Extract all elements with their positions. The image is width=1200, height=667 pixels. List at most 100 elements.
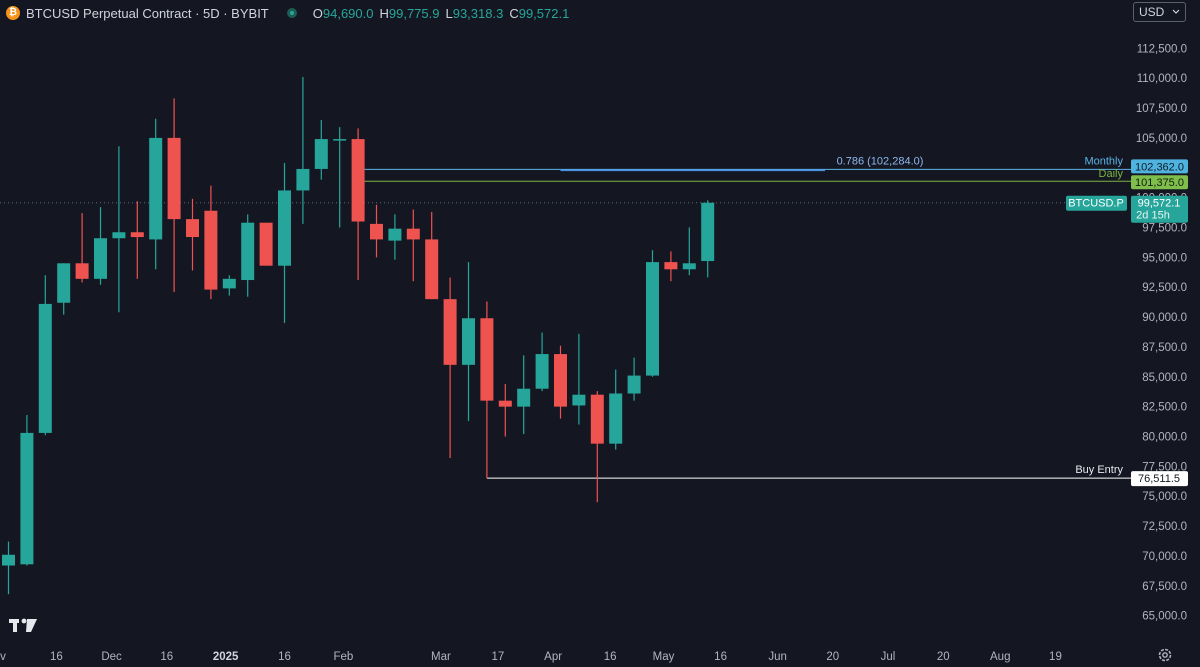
candle-body [333,139,347,141]
ohlc-low-key: L [445,5,453,21]
last-price-tag: 99,572.1 [1138,198,1181,210]
y-tick-label: 87,500.0 [1142,342,1187,354]
x-tick-label: 16 [278,651,291,663]
candle-body [646,262,659,376]
daily-level-label: Daily [1099,168,1124,180]
candle-body [314,139,328,169]
candle-body [186,219,199,238]
symbol-tag-bg [1066,195,1127,211]
symbol-tag: BTCUSD.P [1068,198,1124,210]
ohlc-close-value: 99,572.1 [518,5,570,21]
y-tick-label: 80,000.0 [1142,432,1187,444]
candle-body [259,222,273,266]
candle-body [241,222,255,281]
candle-body [406,228,420,240]
candle-body [517,388,531,407]
bitcoin-logo-icon: ₿ [6,6,20,20]
y-tick-label: 70,000.0 [1142,551,1187,563]
candle-body [682,263,696,270]
y-tick-label: 82,500.0 [1142,402,1187,414]
candle-body [572,394,586,406]
x-tick-label: Nov [0,651,6,663]
gear-icon[interactable] [1157,647,1173,663]
y-tick-label: 65,000.0 [1142,611,1187,623]
y-tick-label: 97,500.0 [1142,222,1187,234]
monthly-price-tag-bg [1131,159,1188,174]
candle-body [130,232,144,238]
tradingview-logo-icon[interactable] [8,616,38,634]
x-tick-label: Jul [881,651,896,663]
x-tick-label: 16 [604,651,617,663]
ohlc-high-key: H [379,5,389,21]
y-tick-label: 112,500.0 [1137,43,1187,55]
y-tick-label: 105,000.0 [1136,133,1187,145]
currency-select[interactable]: USD [1133,2,1186,22]
ohlc-high-value: 99,775.9 [388,5,440,21]
x-tick-label: 19 [1049,651,1062,663]
x-tick-label: Jun [768,651,787,663]
candle-body [204,210,218,290]
candle-body [590,394,604,444]
candle-body [222,278,236,289]
buy-entry-tag-bg [1131,471,1188,487]
candle-body [2,554,15,566]
last-price-tag-bg [1131,195,1188,223]
candle-body [278,190,291,266]
x-tick-label: 2025 [213,651,239,663]
candle-body [296,168,310,191]
x-tick-label: 16 [50,651,63,663]
y-tick-label: 107,500.0 [1136,103,1187,115]
monthly-level-label: Monthly [1084,155,1123,167]
last-price-countdown: 2d 15h [1136,210,1170,222]
ohlc-low-value: 93,318.3 [452,5,504,21]
y-tick-label: 75,000.0 [1142,491,1187,503]
candle-body [535,354,549,389]
x-tick-label: Feb [333,651,353,663]
candle-body [370,223,383,240]
candle-body [20,432,34,565]
candle-body [388,228,402,241]
x-tick-label: May [653,651,675,663]
candle-body [38,303,52,433]
y-tick-label: 95,000.0 [1142,252,1187,264]
x-tick-label: Aug [990,651,1010,663]
x-tick-label: Dec [101,651,122,663]
candle-body [664,262,678,270]
ohlc-open-value: 94,690.0 [322,5,374,21]
y-tick-label: 90,000.0 [1142,312,1187,324]
candle-body [701,202,715,262]
candle-body [112,232,126,239]
candle-body [149,137,163,240]
candle-body [167,137,181,220]
daily-price-tag-bg [1131,175,1188,190]
currency-value: USD [1139,5,1165,19]
y-tick-label: 72,500.0 [1142,521,1187,533]
candle-body [443,299,457,365]
symbol-title[interactable]: BTCUSD Perpetual Contract · 5D · BYBIT [26,5,269,21]
candle-body [498,400,512,407]
monthly-price-tag: 102,362.0 [1135,161,1184,173]
candle-body [94,238,107,279]
candle-body [351,139,365,222]
buy-entry-label: Buy Entry [1075,464,1123,476]
candle-body [462,318,475,365]
candle-body [57,263,71,303]
chevron-down-icon [1172,9,1180,14]
candle-body [627,375,641,394]
x-tick-label: 16 [714,651,727,663]
x-tick-label: 17 [492,651,505,663]
ohlc-open-key: O [312,5,323,21]
x-tick-label: 20 [826,651,839,663]
candle-body [554,354,567,407]
y-tick-label: 67,500.0 [1142,581,1187,593]
candle-body [609,393,623,444]
fib-level-label: 0.786 (102,284.0) [837,155,924,167]
chart-header: ₿ BTCUSD Perpetual Contract · 5D · BYBIT… [6,4,569,22]
y-tick-label: 110,000.0 [1137,73,1187,85]
y-tick-label: 85,000.0 [1142,372,1187,384]
x-tick-label: 20 [937,651,950,663]
candle-body [480,318,494,401]
live-status-icon [286,8,297,18]
buy-entry-tag: 76,511.5 [1138,473,1180,485]
